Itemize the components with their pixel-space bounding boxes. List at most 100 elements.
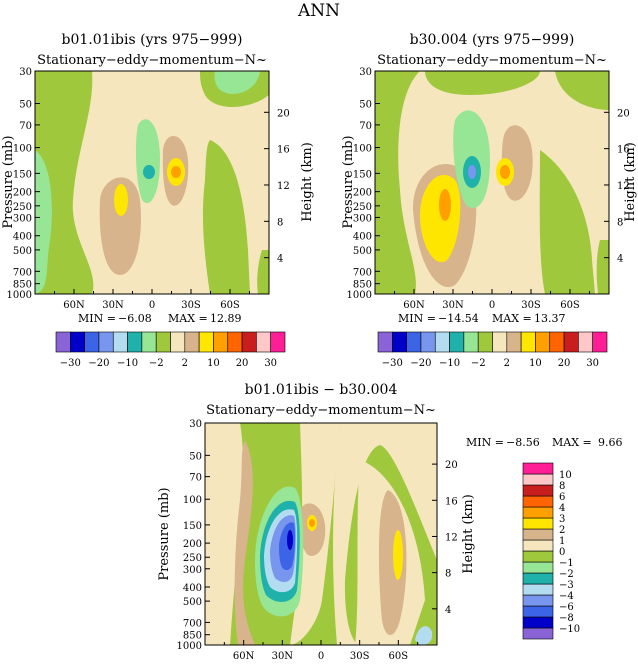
pressure-tick-label: 150: [13, 169, 32, 180]
colorbar-label: 4: [559, 503, 565, 514]
pressure-tick-label: 200: [13, 188, 32, 199]
pressure-tick-label: 400: [183, 583, 202, 594]
colorbar-label: 0: [559, 547, 565, 558]
panel-1: b01.01ibis (yrs 975−999) Stationary−eddy…: [1, 32, 315, 369]
panel-2-min-label: MIN =: [398, 312, 436, 325]
pressure-tick-label: 1000: [177, 641, 202, 652]
latitude-tick-label: 30S: [181, 300, 201, 311]
panel-1-shading-sh: [202, 140, 250, 294]
panel-1-shading-teal: [143, 165, 155, 179]
colorbar-swatch: [522, 473, 554, 486]
colorbar-label: 8: [559, 481, 565, 492]
colorbar-swatch: [377, 331, 393, 353]
panel-2-colorbar: −30 −20 −10 −2 2 10 20 30: [377, 331, 608, 369]
panel-1-stats: MIN = −6.08 MAX = 12.89: [78, 312, 242, 325]
panel-2-shading-orange: [500, 165, 510, 179]
pressure-tick-label: 150: [183, 521, 202, 532]
pressure-tick-label: 500: [353, 246, 372, 257]
panel-1-title: b01.01ibis (yrs 975−999): [62, 32, 243, 48]
latitude-tick-label: 60S: [389, 651, 409, 662]
pressure-tick-label: 1000: [347, 290, 372, 301]
pressure-tick-label: 70: [359, 121, 372, 132]
panel-1-shading-tan: [99, 177, 141, 275]
colorbar-label: −8: [559, 613, 574, 624]
colorbar-swatch: [522, 616, 554, 629]
colorbar-label: −10: [559, 624, 580, 635]
colorbar-swatch: [522, 517, 554, 530]
colorbar-label: 6: [559, 492, 565, 503]
panel-1-shading-polar: [35, 150, 52, 294]
panel-3-max-value: 9.66: [598, 436, 623, 449]
colorbar-swatch: [522, 605, 554, 618]
height-tick-label: 16: [445, 496, 458, 507]
colorbar-swatch: [270, 331, 286, 353]
pressure-tick-label: 30: [359, 67, 372, 78]
panel-1-ylabel: Pressure (mb): [1, 135, 16, 228]
pressure-tick-label: 700: [183, 618, 202, 629]
colorbar-label: −30: [60, 358, 81, 369]
panel-1-subtitle: Stationary−eddy−momentum−N~: [37, 53, 267, 68]
panel-2-shading-nh: [375, 71, 420, 294]
latitude-tick-label: 0: [489, 300, 495, 311]
colorbar-swatch: [463, 331, 479, 353]
colorbar-swatch: [155, 331, 171, 353]
pressure-tick-label: 70: [19, 121, 32, 132]
panel-1-max-value: 12.89: [210, 312, 242, 325]
colorbar-label: 10: [559, 470, 572, 481]
panel-1-field: [35, 71, 269, 294]
height-tick-label: 4: [445, 605, 451, 616]
colorbar-label: −20: [88, 358, 109, 369]
colorbar-swatch: [506, 331, 522, 353]
panel-2-max-label: MAX =: [492, 312, 532, 325]
pressure-tick-label: 50: [359, 99, 372, 110]
pressure-tick-label: 1000: [7, 290, 32, 301]
colorbar-swatch: [406, 331, 422, 353]
colorbar-swatch: [141, 331, 157, 353]
colorbar-swatch: [84, 331, 100, 353]
colorbar-swatch: [434, 331, 450, 353]
pressure-tick-label: 250: [13, 202, 32, 213]
colorbar-swatch: [578, 331, 593, 353]
pressure-tick-label: 100: [353, 144, 372, 155]
colorbar-label: 2: [182, 358, 188, 369]
colorbar-swatch: [112, 331, 128, 353]
latitude-tick-label: 30S: [350, 651, 370, 662]
colorbar-swatch: [241, 331, 257, 353]
pressure-tick-label: 850: [353, 280, 372, 291]
pressure-tick-label: 700: [353, 267, 372, 278]
pressure-tick-label: 50: [189, 451, 202, 462]
panel-1-shading-yellow2: [114, 184, 128, 216]
panel-3-shading-corner: [415, 626, 433, 645]
panel-2-shading-orange2: [439, 189, 451, 221]
panel-2-field: [375, 71, 609, 294]
colorbar-swatch: [522, 528, 554, 541]
colorbar-label: 2: [504, 358, 510, 369]
height-tick-label: 12: [277, 181, 290, 192]
panel-2: b30.004 (yrs 975−999) Stationary−eddy−mo…: [341, 32, 638, 369]
panel-3-y2label: Height (km): [461, 494, 476, 574]
colorbar-label: −3: [559, 580, 574, 591]
colorbar-swatch: [592, 331, 608, 353]
panel-3-max-label: MAX =: [552, 436, 592, 449]
latitude-tick-label: 30N: [102, 300, 124, 311]
panel-1-shading-green: [135, 119, 160, 204]
colorbar-swatch: [563, 331, 579, 353]
colorbar-label: −2: [559, 569, 574, 580]
panel-3-shading-yellow-sh: [393, 530, 403, 580]
panel-1-min-label: MIN =: [78, 312, 116, 325]
colorbar-swatch: [522, 506, 554, 519]
panel-3-field: [205, 423, 437, 645]
panel-1-shading-right: [257, 250, 269, 294]
latitude-tick-label: 60S: [560, 300, 580, 311]
panel-3: b01.01ibis − b30.004 Stationary−eddy−mom…: [157, 382, 623, 662]
pressure-tick-label: 70: [189, 473, 202, 484]
colorbar-swatch: [70, 331, 85, 353]
colorbar-swatch: [227, 331, 243, 353]
latitude-tick-label: 30N: [442, 300, 464, 311]
height-tick-label: 16: [617, 145, 630, 156]
colorbar-swatch: [522, 539, 554, 552]
pressure-tick-label: 200: [183, 539, 202, 550]
colorbar-label: −4: [559, 591, 574, 602]
